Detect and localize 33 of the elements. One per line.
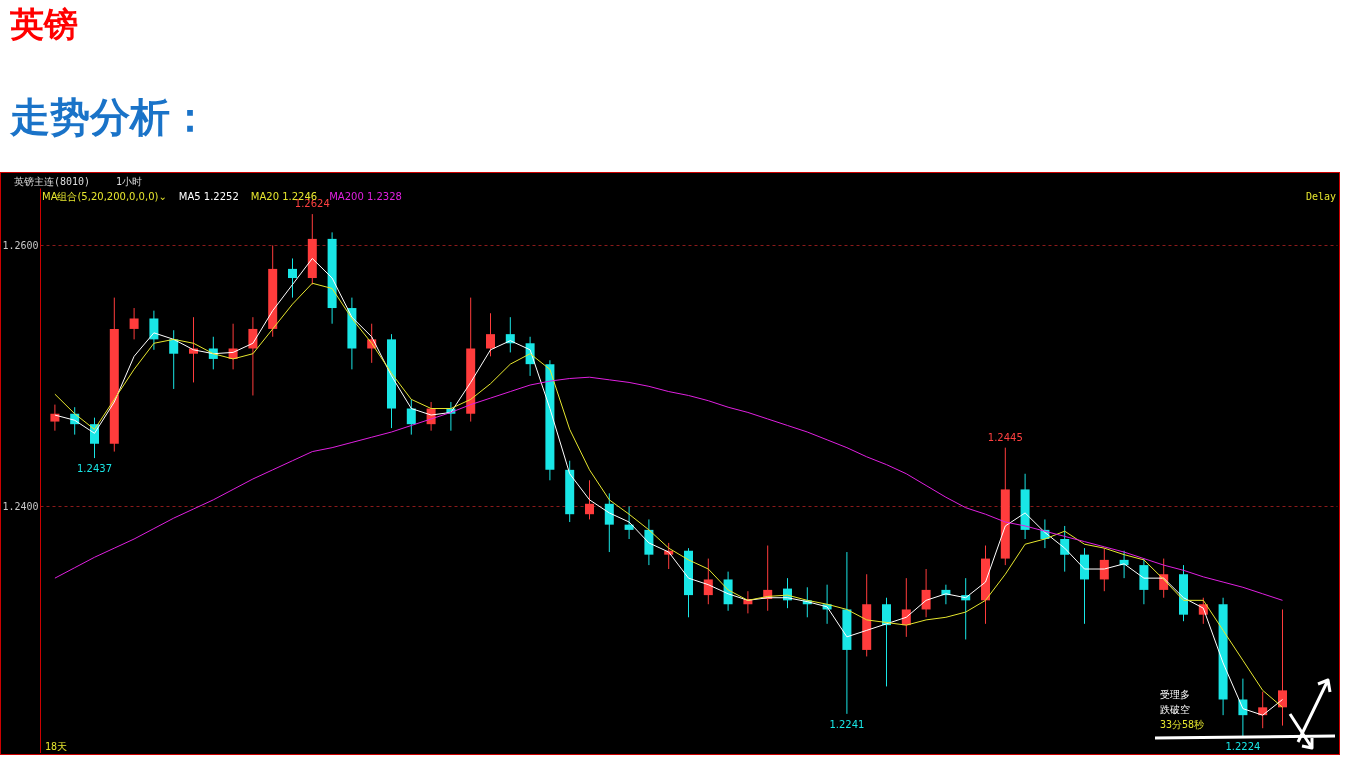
chart-subtitle: 走势分析：	[10, 93, 210, 142]
annotation: 1.2224	[1225, 741, 1261, 753]
annotation: MA组合(5,20,200,0,0,0)⌄	[42, 191, 167, 202]
candlestick	[129, 307, 139, 340]
candlestick	[50, 404, 60, 432]
y-tick-label: 1.2400	[2, 500, 39, 512]
annotation: 受理多	[1160, 688, 1190, 702]
candlestick	[604, 492, 614, 553]
candlestick	[1278, 608, 1287, 727]
candlestick	[169, 329, 179, 390]
text: 英镑主连(8010)	[14, 175, 91, 189]
line-series	[54, 376, 1283, 601]
annotation: 跌破空	[1160, 703, 1190, 717]
y-tick-label: 1.2600	[2, 239, 39, 251]
annotation: 18天	[45, 740, 68, 754]
annotation: 1.2241	[829, 718, 865, 730]
candlestick	[921, 568, 931, 618]
candlestick	[585, 479, 594, 520]
text: 1小时	[116, 175, 143, 189]
candlestick	[703, 558, 713, 605]
text: MA200 1.2328	[329, 191, 402, 202]
candlestick	[288, 257, 297, 299]
annotation: Delay	[1306, 191, 1337, 202]
annotation: 33分58秒	[1160, 718, 1205, 732]
chart-title: 英镑	[10, 3, 78, 46]
candlestick	[149, 310, 159, 351]
text: MA5 1.2252	[178, 191, 239, 202]
annotation: 1.2445	[987, 431, 1023, 443]
annotation: 1.2437	[77, 463, 112, 475]
candlestick	[406, 398, 416, 436]
candlestick	[1060, 525, 1070, 573]
candlestick	[189, 316, 198, 383]
candlestick	[486, 312, 495, 357]
